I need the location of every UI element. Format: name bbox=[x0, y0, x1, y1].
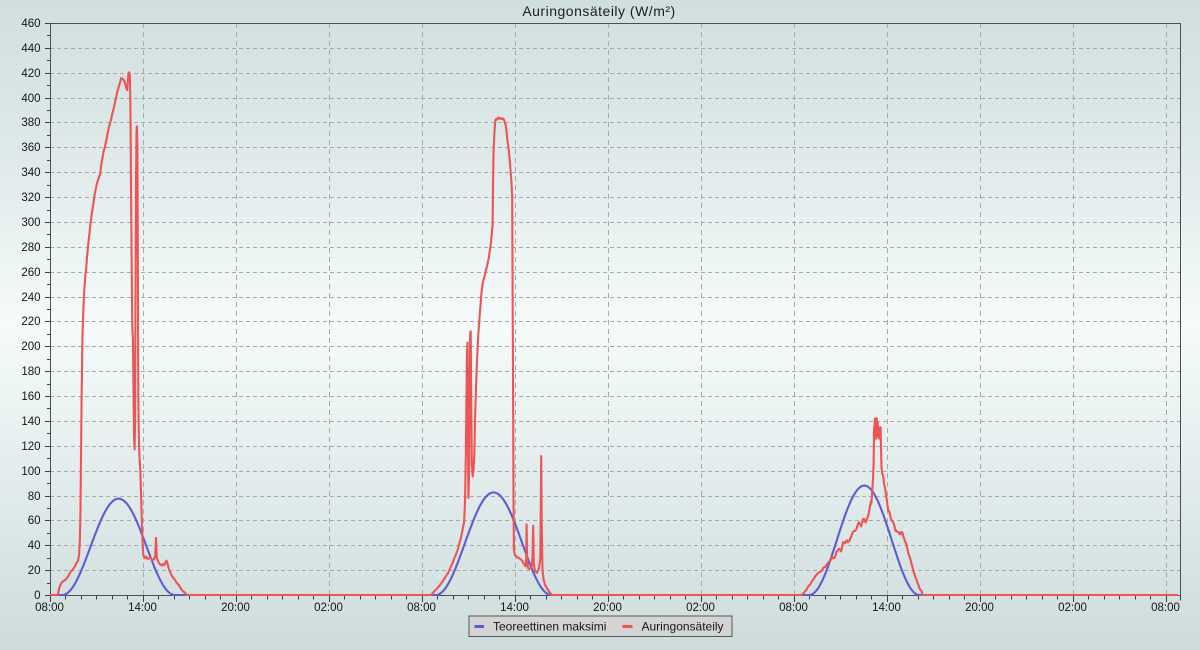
svg-text:14:00: 14:00 bbox=[500, 602, 529, 614]
svg-text:340: 340 bbox=[21, 167, 40, 179]
svg-text:240: 240 bbox=[21, 292, 40, 304]
svg-text:02:00: 02:00 bbox=[1058, 602, 1087, 614]
svg-text:420: 420 bbox=[21, 68, 40, 80]
svg-text:20:00: 20:00 bbox=[965, 602, 994, 614]
svg-text:80: 80 bbox=[28, 491, 41, 503]
svg-text:20: 20 bbox=[28, 565, 41, 577]
svg-text:02:00: 02:00 bbox=[686, 602, 715, 614]
svg-text:14:00: 14:00 bbox=[128, 602, 157, 614]
svg-text:02:00: 02:00 bbox=[314, 602, 343, 614]
svg-text:08:00: 08:00 bbox=[35, 602, 64, 614]
svg-text:20:00: 20:00 bbox=[221, 602, 250, 614]
svg-text:08:00: 08:00 bbox=[407, 602, 436, 614]
svg-text:180: 180 bbox=[21, 366, 40, 378]
svg-text:360: 360 bbox=[21, 142, 40, 154]
svg-text:08:00: 08:00 bbox=[779, 602, 808, 614]
svg-text:100: 100 bbox=[21, 466, 40, 478]
svg-text:Auringonsäteily: Auringonsäteily bbox=[642, 620, 724, 634]
svg-text:Teoreettinen maksimi: Teoreettinen maksimi bbox=[493, 620, 606, 634]
svg-text:60: 60 bbox=[28, 515, 41, 527]
svg-text:260: 260 bbox=[21, 267, 40, 279]
svg-text:14:00: 14:00 bbox=[872, 602, 901, 614]
svg-text:20:00: 20:00 bbox=[593, 602, 622, 614]
svg-text:Auringonsäteily (W/m²): Auringonsäteily (W/m²) bbox=[522, 3, 675, 19]
svg-text:220: 220 bbox=[21, 316, 40, 328]
svg-text:320: 320 bbox=[21, 192, 40, 204]
svg-text:160: 160 bbox=[21, 391, 40, 403]
svg-text:120: 120 bbox=[21, 441, 40, 453]
svg-text:0: 0 bbox=[34, 590, 40, 602]
svg-text:460: 460 bbox=[21, 18, 40, 30]
svg-text:08:00: 08:00 bbox=[1151, 602, 1180, 614]
svg-text:280: 280 bbox=[21, 242, 40, 254]
svg-text:140: 140 bbox=[21, 416, 40, 428]
svg-text:300: 300 bbox=[21, 217, 40, 229]
svg-text:440: 440 bbox=[21, 43, 40, 55]
svg-text:200: 200 bbox=[21, 341, 40, 353]
svg-text:40: 40 bbox=[28, 540, 41, 552]
svg-text:400: 400 bbox=[21, 93, 40, 105]
svg-text:380: 380 bbox=[21, 117, 40, 129]
